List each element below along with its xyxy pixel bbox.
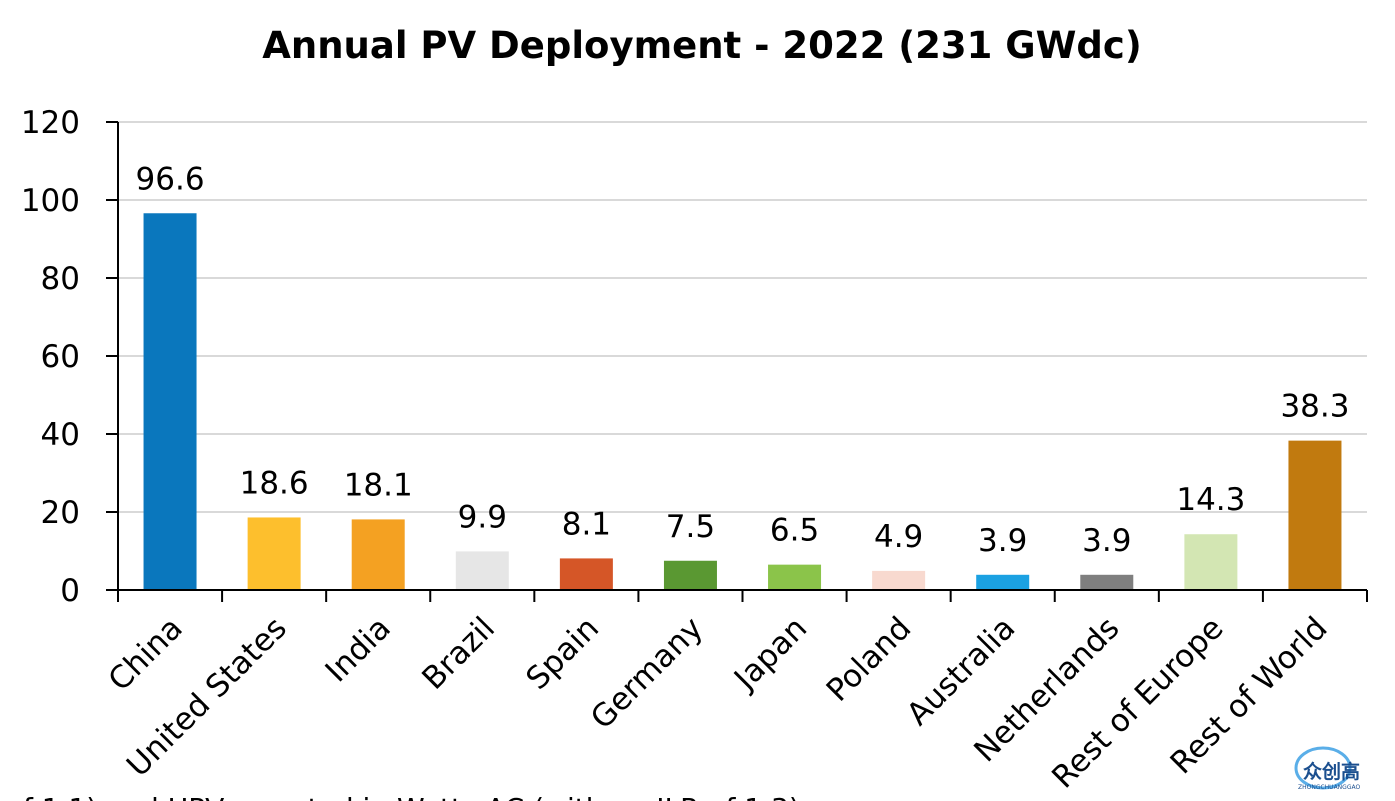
data-label: 3.9: [1082, 523, 1131, 559]
bar: [247, 517, 301, 590]
y-axis-ticks: 0 20 40 60 80 100 120: [21, 105, 118, 609]
bar: [976, 574, 1030, 590]
x-tick-label: India: [319, 610, 398, 689]
bar: [1184, 534, 1238, 590]
data-label: 7.5: [666, 509, 715, 545]
data-labels: 96.6 18.6 18.1 9.9 8.1 7.5 6.5 4.9 3.9 3.9 14.3 38.…: [136, 161, 1350, 559]
data-label: 38.3: [1280, 389, 1349, 425]
y-tick-label: 60: [41, 339, 80, 375]
chart-title: Annual PV Deployment - 2022 (231 GWdc): [262, 24, 1142, 67]
y-tick-label: 40: [41, 417, 80, 453]
y-tick-label: 100: [21, 183, 80, 219]
bar-series: [143, 213, 1342, 590]
y-tick-label: 0: [60, 573, 80, 609]
data-label: 4.9: [874, 519, 923, 555]
bar: [663, 560, 717, 590]
data-label: 6.5: [770, 513, 819, 549]
x-tick-label: Poland: [820, 610, 919, 709]
watermark-swirl-icon: [1294, 746, 1352, 790]
x-tick-label: Japan: [726, 610, 814, 698]
x-tick-label: Brazil: [415, 610, 502, 697]
watermark-text: 众创高: [1303, 760, 1360, 783]
bar: [768, 564, 822, 590]
bar: [1288, 440, 1342, 590]
gridlines: [118, 121, 1367, 513]
data-label: 14.3: [1176, 482, 1245, 518]
bar: [143, 213, 197, 590]
x-tick-label: China: [102, 610, 190, 698]
x-tick-label: Germany: [584, 610, 710, 736]
x-tick-label: Spain: [519, 610, 606, 697]
footnote-text: t of 1.1) and UPV reported in Watts-AC (…: [0, 792, 809, 801]
y-tick-label: 20: [41, 495, 80, 531]
y-tick-label: 80: [41, 261, 80, 297]
watermark-subtext: ZHONGCHUANGGAO: [1298, 784, 1360, 791]
bar: [455, 551, 509, 590]
data-label: 8.1: [562, 506, 611, 542]
data-label: 96.6: [136, 161, 205, 197]
data-label: 3.9: [978, 523, 1027, 559]
watermark-logo: 众创高 ZHONGCHUANGGAO: [1294, 746, 1360, 791]
bar: [1080, 574, 1134, 590]
axes: [117, 122, 1368, 602]
bar: [351, 519, 405, 590]
data-label: 9.9: [458, 499, 507, 535]
bar: [872, 570, 926, 590]
bar: [559, 558, 613, 590]
data-label: 18.6: [240, 465, 309, 501]
y-tick-label: 120: [21, 105, 80, 141]
data-label: 18.1: [344, 467, 413, 503]
